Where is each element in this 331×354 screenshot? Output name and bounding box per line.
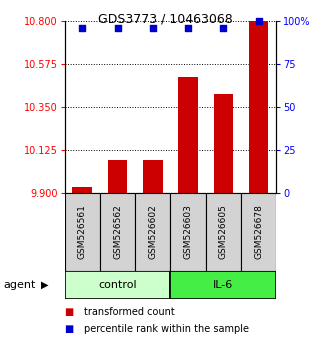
Bar	[65, 271, 170, 299]
Bar	[100, 193, 135, 271]
Text: GSM526561: GSM526561	[78, 204, 87, 259]
Text: ■: ■	[65, 324, 74, 334]
Point	[221, 25, 226, 31]
Bar	[65, 193, 100, 271]
Bar	[249, 21, 268, 193]
Text: percentile rank within the sample: percentile rank within the sample	[84, 324, 249, 334]
Text: GSM526678: GSM526678	[254, 204, 263, 259]
Text: transformed count: transformed count	[84, 307, 175, 316]
Text: agent: agent	[3, 280, 36, 290]
Text: ■: ■	[65, 307, 74, 316]
Bar	[170, 193, 206, 271]
Bar	[108, 160, 127, 193]
Bar	[170, 271, 276, 299]
Text: GSM526562: GSM526562	[113, 205, 122, 259]
Text: GSM526603: GSM526603	[184, 204, 193, 259]
Bar	[72, 187, 92, 193]
Bar	[178, 76, 198, 193]
Bar	[206, 193, 241, 271]
Text: GDS3773 / 10463068: GDS3773 / 10463068	[98, 12, 233, 25]
Point	[150, 25, 156, 31]
Text: IL-6: IL-6	[213, 280, 234, 290]
Point	[185, 25, 191, 31]
Point	[115, 25, 120, 31]
Bar	[241, 193, 276, 271]
Bar	[214, 94, 233, 193]
Text: GSM526602: GSM526602	[148, 205, 157, 259]
Bar	[135, 193, 170, 271]
Text: ▶: ▶	[41, 280, 49, 290]
Text: GSM526605: GSM526605	[219, 204, 228, 259]
Text: control: control	[98, 280, 137, 290]
Point	[79, 25, 85, 31]
Bar	[143, 160, 163, 193]
Point	[256, 18, 261, 24]
